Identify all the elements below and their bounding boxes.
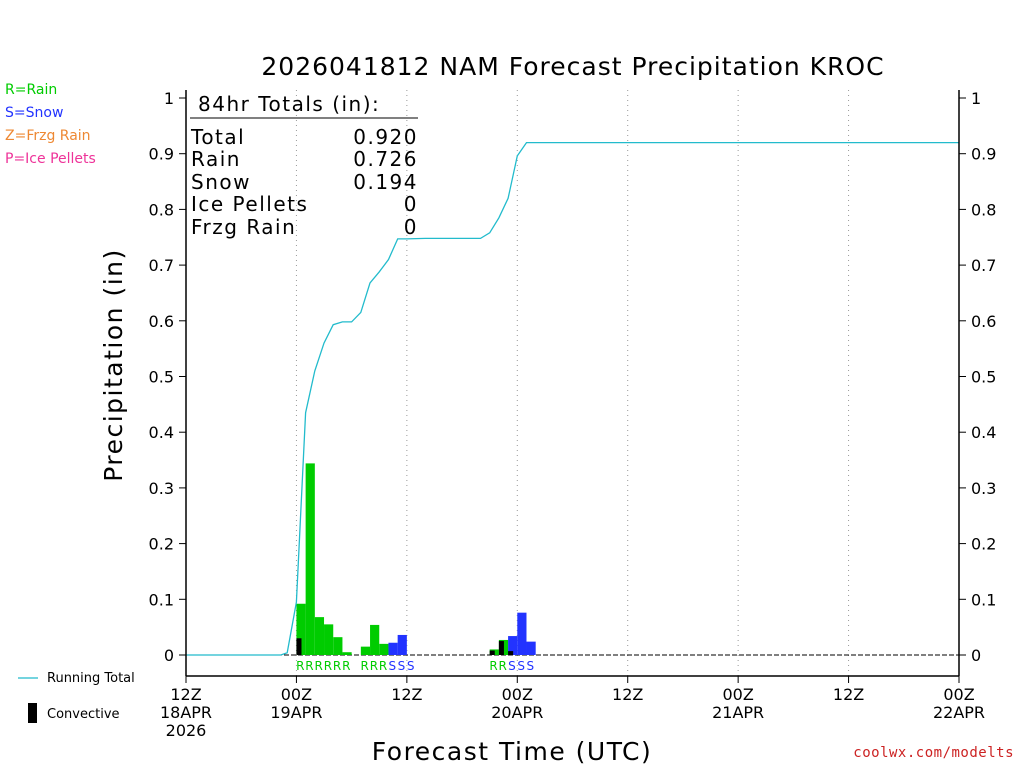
precip-type-label: S (398, 659, 406, 673)
precip-type-label: S (517, 659, 525, 673)
totals-heading: 84hr Totals (in): (198, 92, 380, 116)
legend-rain: R=Rain (5, 82, 58, 98)
precip-bar (397, 634, 407, 655)
y-tick-label-right: 0.5 (971, 368, 996, 387)
x-tick-label: 12Z (170, 685, 201, 704)
precip-type-label: S (388, 659, 396, 673)
convective-bar (508, 651, 514, 655)
x-tick-label: 12Z (612, 685, 643, 704)
y-tick-label-right: 0.2 (971, 535, 996, 554)
y-tick-label-right: 0.4 (971, 423, 996, 442)
y-tick-label-right: 0 (971, 646, 981, 665)
totals-row-value: 0.194 (353, 170, 418, 194)
precip-type-label: R (333, 659, 341, 673)
x-tick-label: 21APR (712, 703, 764, 722)
precip-bar (333, 637, 343, 655)
precip-bar (324, 624, 334, 655)
x-tick-label: 12Z (833, 685, 864, 704)
y-tick-label-left: 0.1 (149, 590, 174, 609)
precip-bar (388, 642, 398, 655)
y-tick-label-right: 0.8 (971, 200, 996, 219)
precip-type-label: R (489, 659, 497, 673)
legend-frzg-rain: Z=Frzg Rain (5, 128, 91, 144)
x-tick-label: 00Z (281, 685, 312, 704)
y-tick-label-left: 0.3 (149, 479, 174, 498)
totals-row-label: Ice Pellets (191, 192, 308, 216)
chart-title: 2026041812 NAM Forecast Precipitation KR… (261, 52, 884, 81)
legend-convective-swatch (28, 703, 37, 723)
x-tick-label: 00Z (502, 685, 533, 704)
precip-type-label: S (508, 659, 516, 673)
y-tick-label-right: 0.1 (971, 590, 996, 609)
y-tick-label-right: 0.9 (971, 145, 996, 164)
y-tick-label-left: 0.6 (149, 312, 174, 331)
y-tick-label-left: 0.5 (149, 368, 174, 387)
bottom-legend: Running Total Convective (18, 671, 135, 723)
y-tick-label-left: 0.8 (149, 200, 174, 219)
precip-type-label: S (407, 659, 415, 673)
x-tick-label: 22APR (933, 703, 985, 722)
precip-bar (305, 463, 315, 655)
running-total-line (186, 141, 959, 656)
precip-type-label: R (361, 659, 369, 673)
totals-row-label: Total (190, 125, 245, 149)
y-tick-label-right: 1 (971, 89, 981, 108)
totals-row-value: 0.726 (353, 147, 418, 171)
precip-type-label: R (324, 659, 332, 673)
precip-bar (360, 646, 371, 655)
precip-type-label: S (527, 659, 535, 673)
precip-bar (526, 641, 536, 655)
precip-type-label: R (499, 659, 507, 673)
credit-link[interactable]: coolwx.com/modelts (853, 745, 1014, 761)
precip-type-label: R (342, 659, 350, 673)
convective-bar (296, 638, 302, 655)
convective-bar (498, 641, 504, 655)
y-tick-label-right: 0.3 (971, 479, 996, 498)
legend-running-total-label: Running Total (47, 671, 135, 686)
y-tick-label-right: 0.7 (971, 256, 996, 275)
precip-bar (342, 652, 352, 655)
precip-type-label: R (370, 659, 378, 673)
precip-bar (517, 612, 527, 655)
y-tick-label-left: 0.7 (149, 256, 174, 275)
y-tick-label-left: 1 (164, 89, 174, 108)
y-tick-label-right: 0.6 (971, 312, 996, 331)
precip-bar (314, 617, 325, 655)
y-tick-label-left: 0 (164, 646, 174, 665)
x-tick-label: 00Z (722, 685, 753, 704)
totals-row-label: Frzg Rain (191, 215, 296, 239)
totals-row-label: Snow (191, 170, 251, 194)
x-axis-label: Forecast Time (UTC) (372, 737, 652, 766)
precip-bar (296, 603, 306, 655)
precip-bar (379, 643, 389, 655)
totals-row-label: Rain (191, 147, 241, 171)
precip-type-label: R (379, 659, 387, 673)
y-tick-label-left: 0.4 (149, 423, 174, 442)
y-tick-label-left: 0.9 (149, 145, 174, 164)
y-axis-label: Precipitation (in) (99, 248, 128, 482)
x-tick-label: 18APR (160, 703, 212, 722)
x-tick-label: 12Z (391, 685, 422, 704)
precip-bar (370, 624, 380, 655)
x-tick-label: 19APR (270, 703, 322, 722)
legend-convective-label: Convective (47, 707, 120, 722)
precip-type-label: R (315, 659, 323, 673)
legend-ice-pellets: P=Ice Pellets (5, 151, 96, 167)
x-tick-label: 00Z (943, 685, 974, 704)
totals-row-value: 0 (404, 192, 418, 216)
x-tick-label: 20APR (491, 703, 543, 722)
totals-box: 84hr Totals (in): Total 0.920 Rain 0.726… (190, 92, 418, 239)
totals-row-value: 0 (404, 215, 418, 239)
precip-type-label: R (296, 659, 304, 673)
precip-bar (508, 636, 518, 655)
x-tick-label: 2026 (166, 721, 207, 740)
legend-snow: S=Snow (5, 105, 64, 121)
y-tick-label-left: 0.2 (149, 535, 174, 554)
convective-bar (489, 650, 495, 655)
totals-row-value: 0.920 (353, 125, 418, 149)
precip-type-label: R (305, 659, 313, 673)
